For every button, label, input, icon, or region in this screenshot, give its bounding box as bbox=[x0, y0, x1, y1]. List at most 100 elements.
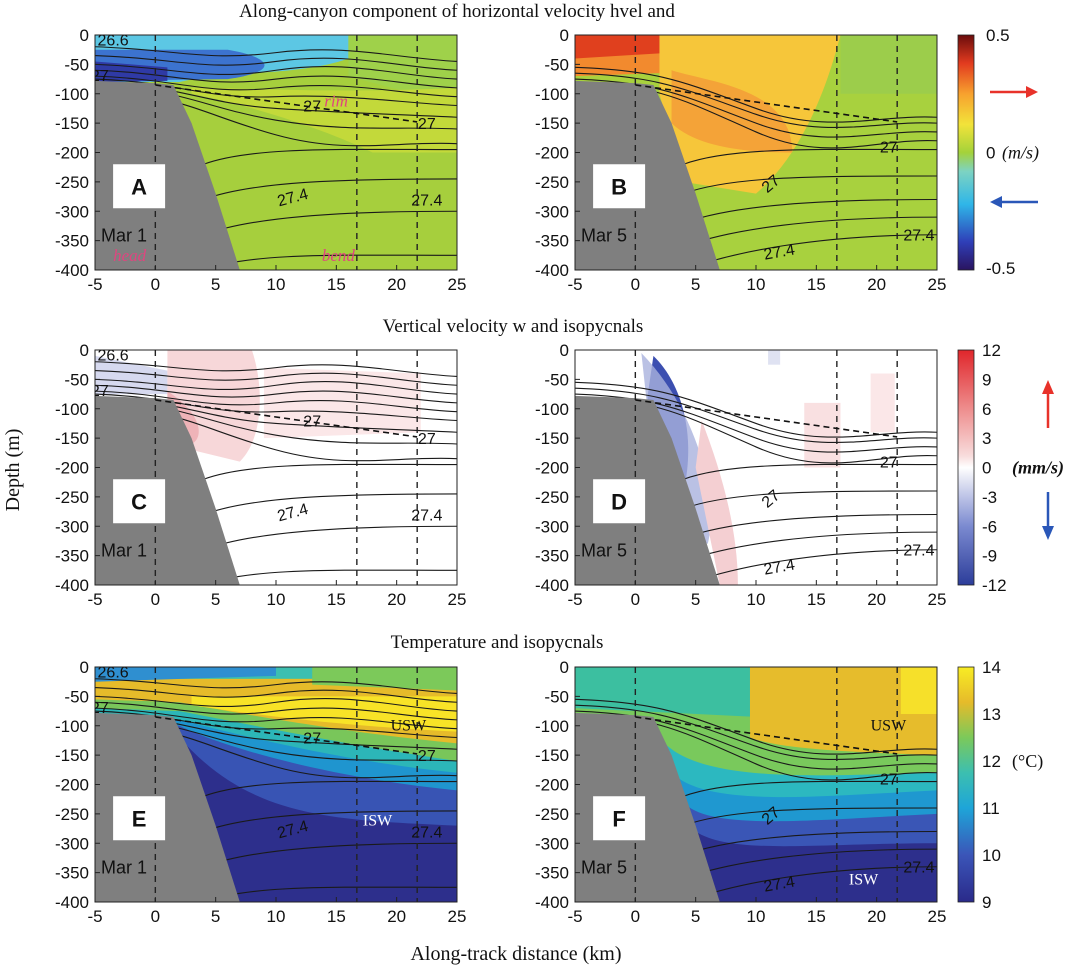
x-tick-label: 15 bbox=[807, 907, 826, 926]
y-tick-label: -300 bbox=[55, 202, 89, 221]
y-tick-label: -100 bbox=[55, 85, 89, 104]
field-patch bbox=[641, 352, 711, 544]
bathymetry bbox=[575, 80, 720, 270]
y-tick-label: -100 bbox=[535, 85, 569, 104]
isopycnal-label: 27 bbox=[303, 730, 321, 747]
y-tick-label: -400 bbox=[535, 893, 569, 912]
row-title-w: Vertical velocity w and isopycnals bbox=[383, 316, 644, 337]
isopycnal-line bbox=[95, 55, 457, 71]
y-tick-label: -100 bbox=[55, 717, 89, 736]
panel-letter: D bbox=[611, 489, 627, 514]
watermass-usw: USW bbox=[391, 717, 427, 734]
annotation-head: head bbox=[113, 246, 147, 265]
y-tick-label: -150 bbox=[55, 746, 89, 765]
watermass-isw: ISW bbox=[849, 871, 879, 888]
y-tick-label: -350 bbox=[55, 864, 89, 883]
isopycnal-label: 27.4 bbox=[763, 557, 797, 579]
colorbar-tick-label: 9 bbox=[982, 893, 991, 912]
isopycnal-line bbox=[575, 698, 937, 755]
x-tick-label: 20 bbox=[387, 907, 406, 926]
isopycnal-label: 27 bbox=[880, 140, 898, 157]
isopycnal-line bbox=[575, 72, 937, 129]
colorbar-gradient bbox=[957, 666, 975, 903]
colorbar-tick-label: 11 bbox=[982, 799, 1000, 818]
isopycnal-line bbox=[95, 390, 457, 413]
y-tick-label: -250 bbox=[55, 805, 89, 824]
isopycnal-line bbox=[95, 378, 457, 395]
colorbar-unit: (m/s) bbox=[1002, 143, 1039, 164]
x-tick-label: 25 bbox=[448, 907, 467, 926]
y-tick-label: -300 bbox=[535, 202, 569, 221]
field-patch bbox=[804, 402, 841, 468]
y-tick-label: -50 bbox=[544, 55, 569, 74]
y-tick-label: 0 bbox=[560, 658, 569, 677]
y-tick-label: -200 bbox=[535, 776, 569, 795]
field-patch bbox=[95, 355, 168, 395]
field-layer bbox=[312, 667, 457, 691]
panel-letter-box bbox=[593, 796, 646, 841]
colorbar-tick-label: -0.5 bbox=[986, 259, 1015, 278]
colorbar-tick-label: 0 bbox=[986, 144, 995, 163]
x-tick-label: 20 bbox=[867, 590, 886, 609]
isopycnal-line bbox=[95, 707, 457, 730]
y-tick-label: -150 bbox=[55, 429, 89, 448]
panel-letter: C bbox=[131, 489, 147, 514]
field-patch bbox=[191, 87, 457, 153]
colorbar-temperature: 14 13 12 11 10 9 (°C) bbox=[957, 658, 1043, 912]
field-patch bbox=[840, 35, 937, 94]
y-tick-label: -50 bbox=[64, 55, 89, 74]
isopycnal-line bbox=[203, 810, 457, 833]
isopycnal-label: 27 bbox=[91, 68, 109, 85]
field-patch bbox=[671, 70, 793, 153]
colorbar-tick-label: 14 bbox=[982, 658, 1001, 677]
isopycnal-line bbox=[95, 678, 457, 694]
isopycnal-label: 27 bbox=[303, 413, 321, 430]
y-tick-label: -400 bbox=[55, 576, 89, 595]
x-tick-label: -5 bbox=[567, 907, 582, 926]
isopycnal-line bbox=[683, 780, 937, 797]
x-tick-label: 0 bbox=[151, 590, 160, 609]
y-tick-label: -400 bbox=[535, 261, 569, 280]
colorbar-tick-label: -3 bbox=[982, 488, 997, 507]
rim-dashed-line bbox=[635, 84, 898, 123]
x-tick-label: 25 bbox=[448, 590, 467, 609]
isopycnal-label: 27 bbox=[91, 383, 109, 400]
y-tick-label: -300 bbox=[535, 517, 569, 536]
annotation-bend: bend bbox=[322, 246, 356, 265]
x-tick-label: 0 bbox=[631, 907, 640, 926]
x-tick-label: -5 bbox=[567, 590, 582, 609]
isopycnal-label: 27.4 bbox=[763, 874, 797, 896]
annotation-rim: rim bbox=[324, 92, 348, 111]
x-tick-label: 25 bbox=[928, 275, 947, 294]
y-tick-label: -150 bbox=[535, 746, 569, 765]
isopycnal-line bbox=[683, 198, 937, 224]
y-axis-label: Depth (m) bbox=[2, 429, 24, 512]
panel-date: Mar 1 bbox=[101, 858, 147, 878]
x-tick-label: 10 bbox=[267, 590, 286, 609]
x-tick-label: -5 bbox=[87, 907, 102, 926]
y-tick-label: -50 bbox=[544, 370, 569, 389]
row-title-hvel: Along-canyon component of horizontal vel… bbox=[239, 1, 675, 22]
y-tick-label: -50 bbox=[64, 687, 89, 706]
isopycnal-line bbox=[575, 387, 937, 444]
isopycnal-line bbox=[203, 148, 457, 165]
isopycnal-line bbox=[683, 513, 937, 539]
panel-date: Mar 1 bbox=[101, 541, 147, 561]
x-tick-label: 5 bbox=[211, 907, 220, 926]
isopycnal-label: 27.4 bbox=[763, 242, 797, 264]
field-layer bbox=[95, 667, 276, 682]
isopycnal-line bbox=[95, 361, 457, 377]
panel-letter-box bbox=[113, 164, 166, 209]
x-tick-label: 5 bbox=[691, 590, 700, 609]
y-tick-label: 0 bbox=[560, 341, 569, 360]
colorbar-tick-label: 3 bbox=[982, 429, 991, 448]
x-tick-label: 15 bbox=[327, 275, 346, 294]
y-tick-label: -250 bbox=[55, 173, 89, 192]
isopycnal-line bbox=[683, 463, 937, 480]
isopycnal-line bbox=[95, 384, 457, 404]
x-tick-label: 25 bbox=[448, 275, 467, 294]
colorbar-tick-label: -6 bbox=[982, 517, 997, 536]
